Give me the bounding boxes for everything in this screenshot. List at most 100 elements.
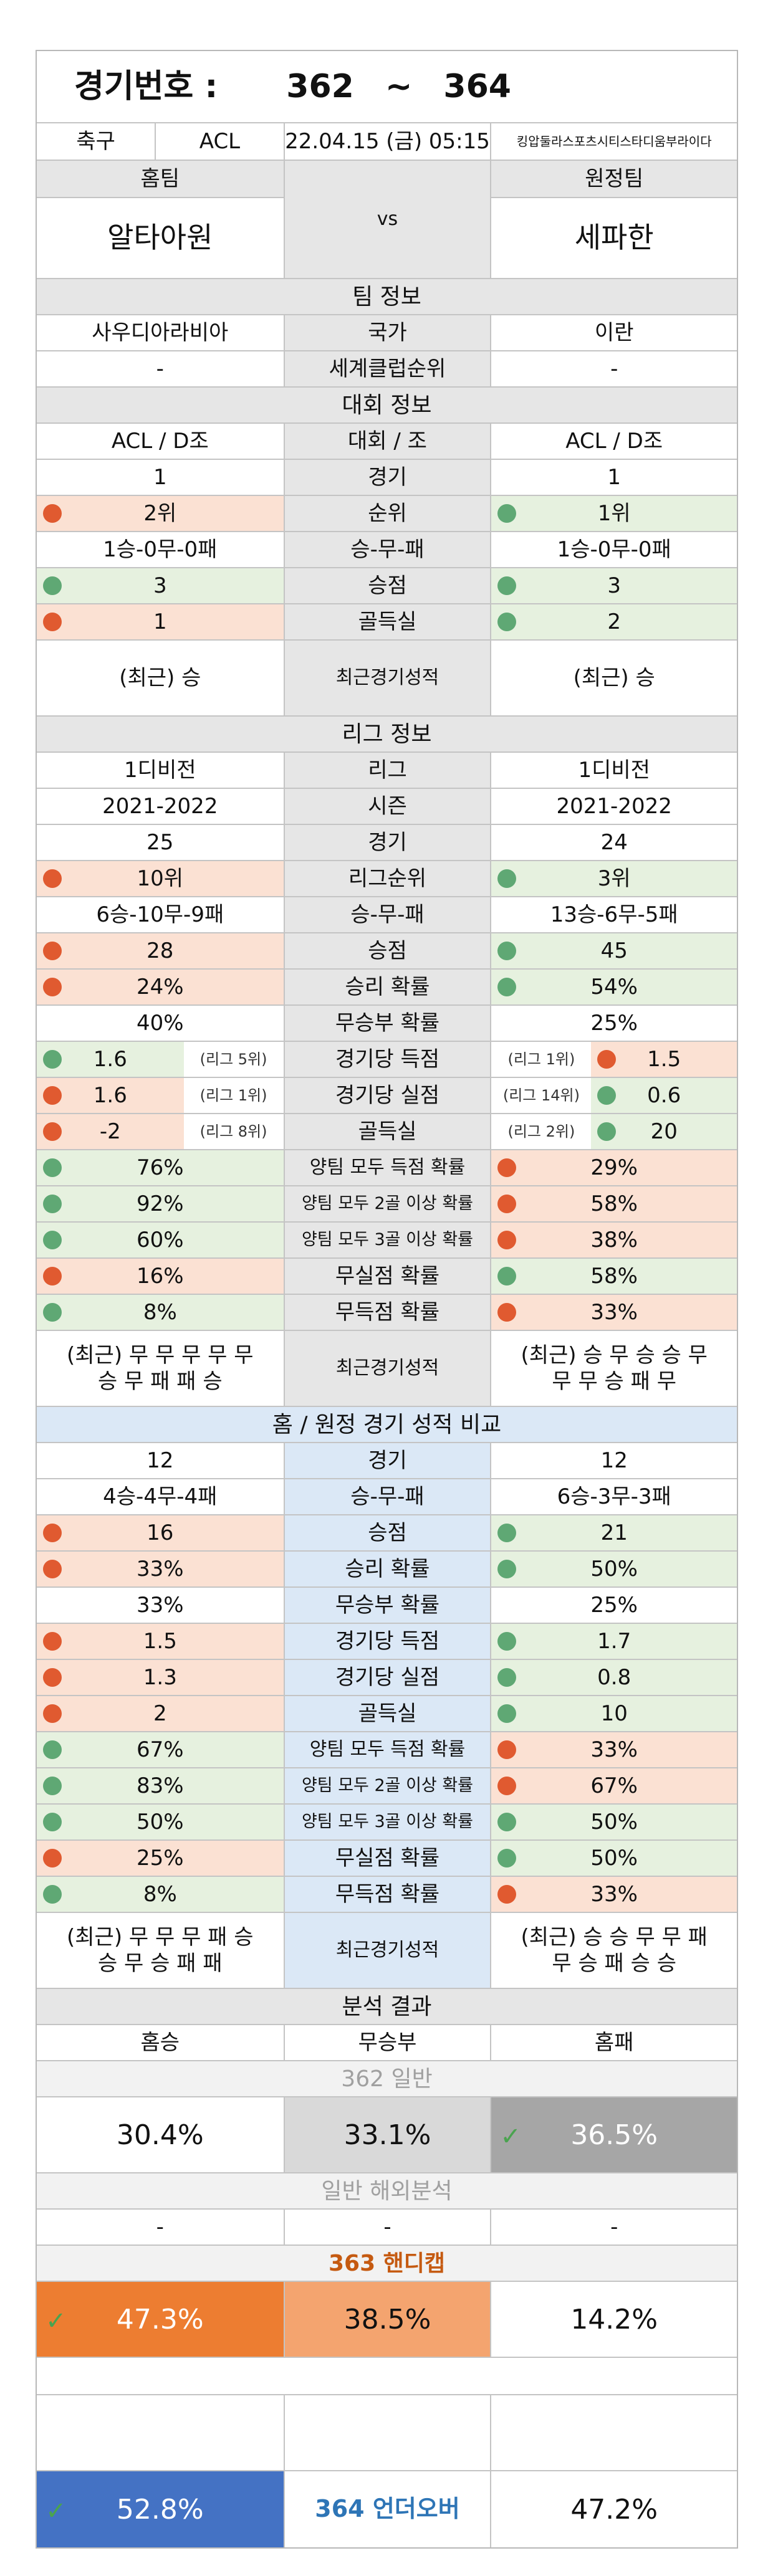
away-value: 0.8 <box>597 1664 631 1690</box>
stat-row: 8% 무득점 확률 33% <box>37 1877 737 1913</box>
home-value: 40% <box>137 1010 184 1036</box>
stat-row: 2021-2022 시즌 2021-2022 <box>37 789 737 825</box>
away-value: 10 <box>600 1701 628 1726</box>
away-value: - <box>490 351 737 386</box>
away-value: 24 <box>490 825 737 860</box>
status-dot-red <box>43 1668 62 1687</box>
home-value: 33% <box>137 1592 184 1618</box>
away-recent-line1: (최근) 승 승 무 무 패 <box>521 1924 708 1950</box>
status-dot-red <box>43 1560 62 1578</box>
away-recent-line1: (최근) 승 무 승 승 무 <box>521 1342 708 1368</box>
away-value: 13승-6무-5패 <box>490 897 737 932</box>
stat-label: 골득실 <box>283 604 491 639</box>
stat-row: 40% 무승부 확률 25% <box>37 1006 737 1042</box>
stat-label: 세계클럽순위 <box>283 351 491 386</box>
overseas-home: - <box>156 2214 164 2240</box>
stat-row: ACL / D조 대회 / 조 ACL / D조 <box>37 424 737 460</box>
venue: 킹압둘라스포츠시티스타디움부라이다 <box>490 123 737 160</box>
away-value: 54% <box>590 974 638 999</box>
stat-label: 경기당 득점 <box>283 1042 491 1077</box>
home-value: 8% <box>143 1299 177 1325</box>
team-info-header: 팀 정보 <box>37 279 737 315</box>
over-pct: 47.2% <box>490 2471 737 2547</box>
status-dot-green <box>497 1668 517 1687</box>
home-value: 25 <box>146 829 174 855</box>
stat-label: 승점 <box>283 1515 491 1550</box>
stat-label: 대회 / 조 <box>283 424 491 459</box>
stat-row: 25% 무실점 확률 50% <box>37 1841 737 1877</box>
stat-row: 12 경기 12 <box>37 1443 737 1479</box>
home-value: 2위 <box>143 500 177 526</box>
stat-row: 8% 무득점 확률 33% <box>37 1295 737 1331</box>
home-value: -2 <box>99 1119 121 1144</box>
stat-label: 골득실 <box>283 1696 491 1731</box>
stat-row: -2 (리그 8위) 골득실 (리그 2위) 20 <box>37 1114 737 1150</box>
home-value: 3 <box>153 573 167 598</box>
status-dot-green <box>497 978 517 996</box>
home-value: 24% <box>137 974 184 999</box>
away-value: 3 <box>607 573 622 598</box>
status-dot-green <box>43 1885 62 1904</box>
status-dot-green <box>43 1050 62 1069</box>
status-dot-red <box>497 1740 517 1759</box>
away-value: 1승-0무-0패 <box>490 532 737 567</box>
home-value: 1.6 <box>93 1082 127 1108</box>
stat-label: 최근경기성적 <box>283 641 491 715</box>
stat-row: 1.3 경기당 실점 0.8 <box>37 1660 737 1696</box>
home-recent-line1: (최근) 무 무 무 패 승 <box>67 1924 254 1950</box>
stat-label: 승-무-패 <box>283 1479 491 1514</box>
home-value: 83% <box>137 1773 184 1798</box>
stat-row: 60% 양팀 모두 3골 이상 확률 38% <box>37 1223 737 1259</box>
home-win-label: 홈승 <box>140 2030 180 2055</box>
status-dot-green <box>597 1086 617 1105</box>
home-value: 33% <box>137 1556 184 1581</box>
status-dot-green <box>43 1303 62 1322</box>
home-value: 1 <box>153 609 167 634</box>
status-dot-red <box>597 1050 617 1069</box>
status-dot-green <box>43 1195 62 1213</box>
status-dot-red <box>43 1122 62 1141</box>
stat-label: 승점 <box>283 933 491 968</box>
stat-row: 24% 승리 확률 54% <box>37 970 737 1006</box>
away-value: 2 <box>607 609 622 634</box>
stat-label: 경기당 실점 <box>283 1660 491 1695</box>
stat-row: 1 골득실 2 <box>37 604 737 641</box>
stat-row: 16% 무실점 확률 58% <box>37 1259 737 1295</box>
general-draw-pct: 33.1% <box>283 2097 491 2172</box>
home-value: 67% <box>137 1737 184 1762</box>
home-loss-label: 홈패 <box>490 2025 737 2060</box>
away-recent-line2: 무 무 승 패 무 <box>552 1369 677 1394</box>
away-recent-line2: 무 승 패 승 승 <box>552 1951 677 1976</box>
match-from: 362 <box>286 67 354 105</box>
match-datetime: 22.04.15 (금) 05:15 <box>283 123 491 160</box>
stat-row: 50% 양팀 모두 3골 이상 확률 50% <box>37 1805 737 1841</box>
status-dot-red <box>43 1704 62 1723</box>
compare-header: 홈 / 원정 경기 성적 비교 <box>37 1407 737 1443</box>
away-value: 12 <box>490 1443 737 1478</box>
status-dot-red <box>43 1267 62 1286</box>
stat-row: 1디비전 리그 1디비전 <box>37 753 737 789</box>
home-value: ACL / D조 <box>111 428 209 454</box>
status-dot-green <box>497 576 517 595</box>
status-dot-green <box>43 576 62 595</box>
away-value: 0.6 <box>647 1082 681 1108</box>
away-value: 2021-2022 <box>490 789 737 824</box>
stat-label: 경기 <box>283 1443 491 1478</box>
status-dot-green <box>497 869 517 888</box>
stat-label: 승리 확률 <box>283 1552 491 1586</box>
stat-row: 33% 승리 확률 50% <box>37 1552 737 1588</box>
status-dot-green <box>43 1740 62 1759</box>
general-home-pct: 30.4% <box>116 2119 204 2151</box>
status-dot-green <box>497 1560 517 1578</box>
away-value: 33% <box>590 1737 638 1762</box>
status-dot-green <box>497 942 517 960</box>
section-title: 리그 정보 <box>342 721 432 747</box>
stat-label: 시즌 <box>283 789 491 824</box>
away-value: 1.5 <box>647 1046 681 1072</box>
handicap-row: ✓ 47.3% 38.5% 14.2% <box>37 2282 737 2358</box>
away-value: 이란 <box>490 315 737 350</box>
overseas-draw: - <box>283 2210 491 2244</box>
home-value: (최근) 승 <box>119 665 201 690</box>
status-dot-red <box>497 1231 517 1249</box>
meta-row: 축구 ACL 22.04.15 (금) 05:15 킹압둘라스포츠시티스타디움부… <box>37 123 737 161</box>
